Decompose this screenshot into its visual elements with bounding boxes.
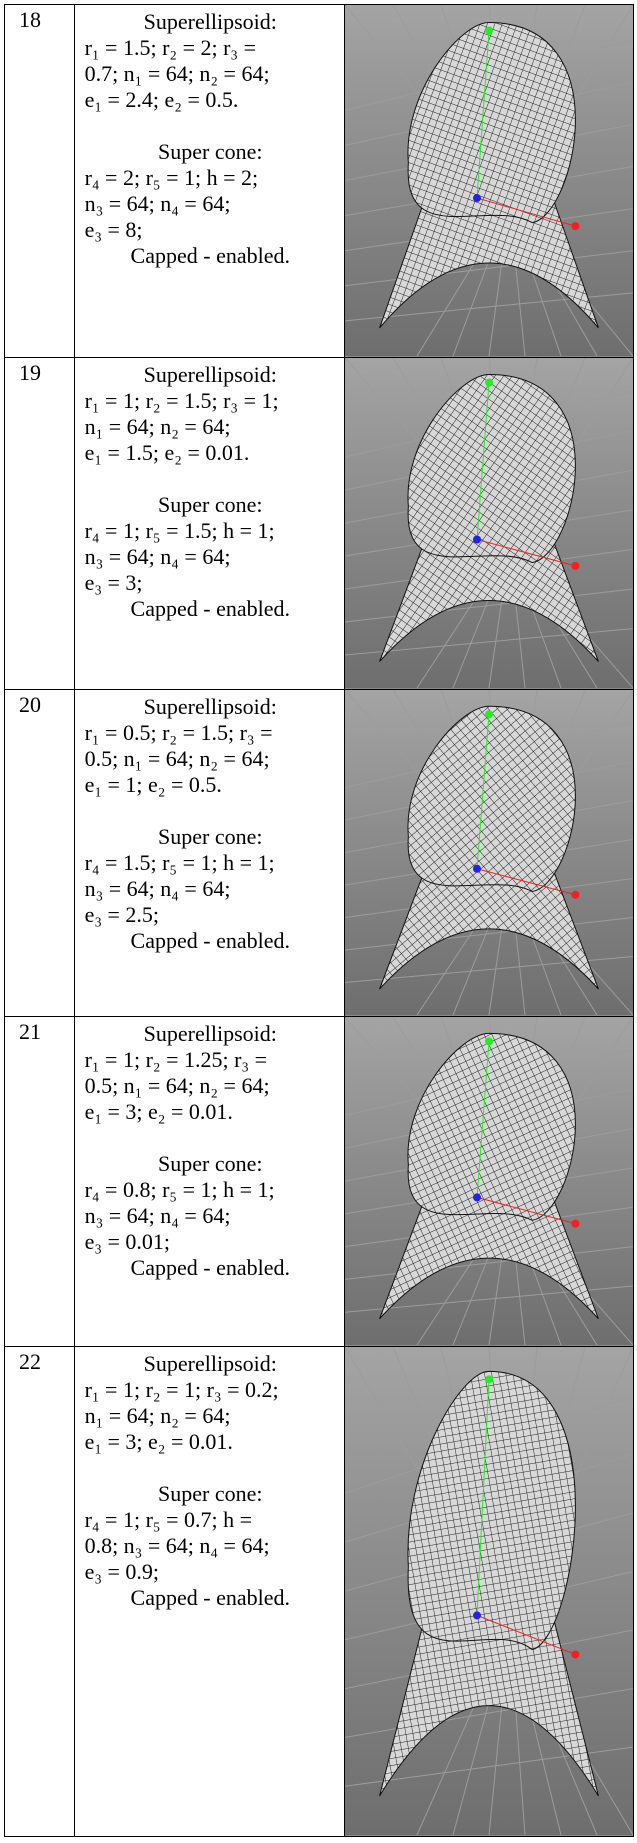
axis-origin <box>473 536 481 544</box>
parameter-line: e₃ = 2.5; <box>85 902 336 928</box>
parameter-line: r₁ = 1.5; r₂ = 2; r₃ = <box>85 35 336 61</box>
capped-setting: Capped - enabled. <box>85 1255 336 1281</box>
parameter-line: r₁ = 1; r₂ = 1; r₃ = 0.2; <box>85 1377 336 1403</box>
parameter-line: e₃ = 0.01; <box>85 1229 336 1255</box>
parameter-line: n₁ = 64; n₂ = 64; <box>85 414 336 440</box>
parameter-line: r₄ = 1; r₅ = 0.7; h = <box>85 1507 336 1533</box>
axis-x-handle <box>571 891 579 899</box>
row-number: 18 <box>5 5 75 358</box>
superellipsoid-title: Superellipsoid: <box>85 9 336 35</box>
parameter-line: r₄ = 1; r₅ = 1.5; h = 1; <box>85 518 336 544</box>
axis-y-handle <box>485 710 493 718</box>
parameter-line: r₁ = 1; r₂ = 1.5; r₃ = 1; <box>85 388 336 414</box>
parameters: Superellipsoid:r₁ = 1; r₂ = 1.5; r₃ = 1;… <box>74 358 344 690</box>
parameter-line: n₃ = 64; n₄ = 64; <box>85 544 336 570</box>
render-image <box>345 690 633 1015</box>
axis-origin <box>473 1193 481 1201</box>
parameter-line: 0.8; n₃ = 64; n₄ = 64; <box>85 1533 336 1559</box>
superellipsoid-title: Superellipsoid: <box>85 1351 336 1377</box>
parameters: Superellipsoid:r₁ = 0.5; r₂ = 1.5; r₃ =0… <box>74 690 344 1017</box>
spacer <box>85 1125 336 1151</box>
table-row: 20Superellipsoid:r₁ = 0.5; r₂ = 1.5; r₃ … <box>5 690 634 1017</box>
parameter-line: n₁ = 64; n₂ = 64; <box>85 1403 336 1429</box>
render-cell <box>344 690 633 1017</box>
render-image <box>345 1347 633 1835</box>
capped-setting: Capped - enabled. <box>85 1585 336 1611</box>
spacer <box>85 113 336 139</box>
axis-origin <box>473 1611 481 1619</box>
axis-origin <box>473 194 481 202</box>
superellipsoid-title: Superellipsoid: <box>85 694 336 720</box>
parameters: Superellipsoid:r₁ = 1; r₂ = 1; r₃ = 0.2;… <box>74 1347 344 1837</box>
row-number: 21 <box>5 1017 75 1347</box>
super-cone-title: Super cone: <box>85 139 336 165</box>
parameter-line: r₄ = 0.8; r₅ = 1; h = 1; <box>85 1177 336 1203</box>
axis-y-handle <box>485 1375 493 1383</box>
spacer <box>85 466 336 492</box>
spacer <box>85 798 336 824</box>
axis-x-handle <box>571 222 579 230</box>
axis-origin <box>473 865 481 873</box>
spacer <box>85 1455 336 1481</box>
render-cell <box>344 1017 633 1347</box>
axis-y-handle <box>485 379 493 387</box>
parameter-line: n₃ = 64; n₄ = 64; <box>85 876 336 902</box>
axis-y-handle <box>485 1037 493 1045</box>
superellipsoid-title: Superellipsoid: <box>85 1021 336 1047</box>
parameter-line: n₃ = 64; n₄ = 64; <box>85 1203 336 1229</box>
row-number: 20 <box>5 690 75 1017</box>
render-image <box>345 5 633 356</box>
row-number: 19 <box>5 358 75 690</box>
parameter-line: 0.5; n₁ = 64; n₂ = 64; <box>85 1073 336 1099</box>
parameter-line: e₁ = 1.5; e₂ = 0.01. <box>85 440 336 466</box>
parameter-line: e₁ = 3; e₂ = 0.01. <box>85 1099 336 1125</box>
parameter-line: e₃ = 3; <box>85 570 336 596</box>
parameters: Superellipsoid:r₁ = 1; r₂ = 1.25; r₃ =0.… <box>74 1017 344 1347</box>
render-cell <box>344 5 633 358</box>
axis-x-handle <box>571 1220 579 1228</box>
render-cell <box>344 1347 633 1837</box>
parameter-line: e₁ = 1; e₂ = 0.5. <box>85 772 336 798</box>
parameters: Superellipsoid:r₁ = 1.5; r₂ = 2; r₃ =0.7… <box>74 5 344 358</box>
render-cell <box>344 358 633 690</box>
capped-setting: Capped - enabled. <box>85 928 336 954</box>
super-cone-title: Super cone: <box>85 1481 336 1507</box>
row-number: 22 <box>5 1347 75 1837</box>
super-cone-title: Super cone: <box>85 492 336 518</box>
parameter-line: 0.5; n₁ = 64; n₂ = 64; <box>85 746 336 772</box>
superellipsoid-title: Superellipsoid: <box>85 362 336 388</box>
parameter-line: r₁ = 1; r₂ = 1.25; r₃ = <box>85 1047 336 1073</box>
axis-x-handle <box>571 1650 579 1658</box>
axis-y-handle <box>485 27 493 35</box>
capped-setting: Capped - enabled. <box>85 596 336 622</box>
parameter-line: e₃ = 8; <box>85 217 336 243</box>
parameter-line: r₄ = 1.5; r₅ = 1; h = 1; <box>85 850 336 876</box>
capped-setting: Capped - enabled. <box>85 243 336 269</box>
parameter-line: e₃ = 0.9; <box>85 1559 336 1585</box>
super-cone-title: Super cone: <box>85 1151 336 1177</box>
axis-x-handle <box>571 562 579 570</box>
parameter-line: r₁ = 0.5; r₂ = 1.5; r₃ = <box>85 720 336 746</box>
parameter-line: 0.7; n₁ = 64; n₂ = 64; <box>85 61 336 87</box>
parameter-line: e₁ = 3; e₂ = 0.01. <box>85 1429 336 1455</box>
page: {"rows": [ {"number": "18", "height": 35… <box>0 0 637 1843</box>
parameter-line: n₃ = 64; n₄ = 64; <box>85 191 336 217</box>
render-image <box>345 1017 633 1345</box>
render-image <box>345 358 633 688</box>
parameter-line: r₄ = 2; r₅ = 1; h = 2; <box>85 165 336 191</box>
parameter-line: e₁ = 2.4; e₂ = 0.5. <box>85 87 336 113</box>
parameter-table: 18Superellipsoid:r₁ = 1.5; r₂ = 2; r₃ =0… <box>4 4 634 1837</box>
super-cone-title: Super cone: <box>85 824 336 850</box>
